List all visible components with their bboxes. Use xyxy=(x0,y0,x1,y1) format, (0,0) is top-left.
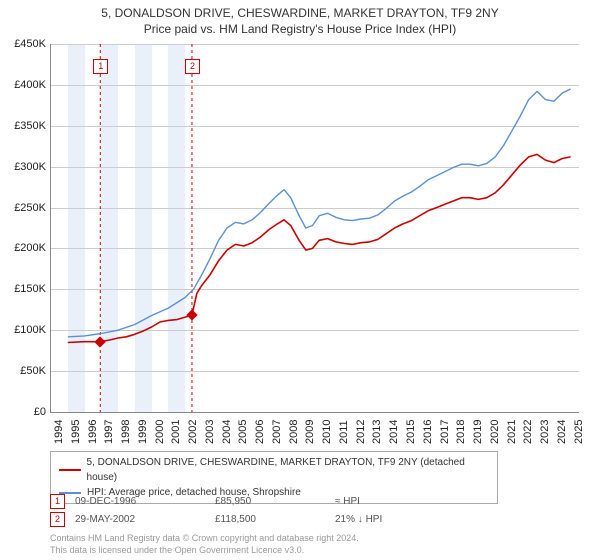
series-property xyxy=(68,154,571,342)
y-tick-label: £350K xyxy=(0,120,46,132)
y-tick-label: £50K xyxy=(0,365,46,377)
x-tick-label: 2018 xyxy=(455,420,467,444)
transaction-table: 1 09-DEC-1996 £85,950 ≈ HPI 2 29-MAY-200… xyxy=(50,492,558,528)
x-tick-label: 2006 xyxy=(254,420,266,444)
ref-marker-box: 2 xyxy=(185,59,200,74)
x-tick-label: 2015 xyxy=(405,420,417,444)
table-row: 2 29-MAY-2002 £118,500 21% ↓ HPI xyxy=(50,510,558,528)
series-hpi xyxy=(68,89,571,337)
x-tick-label: 1999 xyxy=(137,420,149,444)
tx-delta: 21% ↓ HPI xyxy=(335,514,445,525)
legend-label: 5, DONALDSON DRIVE, CHESWARDINE, MARKET … xyxy=(87,455,489,485)
x-tick-label: 2011 xyxy=(338,420,350,444)
x-tick-label: 2005 xyxy=(237,420,249,444)
line-layer xyxy=(51,44,579,412)
x-tick-label: 2009 xyxy=(304,420,316,444)
x-tick-label: 1998 xyxy=(120,420,132,444)
x-tick-label: 2010 xyxy=(321,420,333,444)
credit-line: Contains HM Land Registry data © Crown c… xyxy=(50,532,359,544)
x-tick-label: 2002 xyxy=(187,420,199,444)
tx-marker-icon: 2 xyxy=(50,512,65,527)
x-tick-label: 2019 xyxy=(472,420,484,444)
chart-subtitle: Price paid vs. HM Land Registry's House … xyxy=(0,22,600,36)
x-tick-label: 1994 xyxy=(53,420,65,444)
y-tick-label: £300K xyxy=(0,161,46,173)
x-tick-label: 2013 xyxy=(371,420,383,444)
credit-line: This data is licensed under the Open Gov… xyxy=(50,544,359,556)
y-tick-label: £100K xyxy=(0,324,46,336)
ref-marker-box: 1 xyxy=(93,59,108,74)
y-tick-label: £200K xyxy=(0,242,46,254)
tx-price: £118,500 xyxy=(215,514,325,525)
tx-date: 29-MAY-2002 xyxy=(75,514,205,525)
y-tick-label: £150K xyxy=(0,283,46,295)
y-tick-label: £250K xyxy=(0,202,46,214)
x-tick-label: 1997 xyxy=(103,420,115,444)
y-tick-label: £450K xyxy=(0,38,46,50)
x-tick-label: 2000 xyxy=(154,420,166,444)
x-tick-label: 2012 xyxy=(355,420,367,444)
y-tick-label: £0 xyxy=(0,406,46,418)
x-tick-label: 2017 xyxy=(439,420,451,444)
x-tick-label: 2004 xyxy=(221,420,233,444)
x-tick-label: 2023 xyxy=(539,420,551,444)
x-tick-label: 2014 xyxy=(388,420,400,444)
tx-marker-icon: 1 xyxy=(50,494,65,509)
tx-date: 09-DEC-1996 xyxy=(75,496,205,507)
x-tick-label: 2008 xyxy=(288,420,300,444)
legend-swatch xyxy=(59,469,81,471)
x-tick-label: 2022 xyxy=(522,420,534,444)
credits: Contains HM Land Registry data © Crown c… xyxy=(50,532,359,556)
y-tick-label: £400K xyxy=(0,79,46,91)
x-tick-label: 2020 xyxy=(489,420,501,444)
x-tick-label: 1995 xyxy=(70,420,82,444)
x-tick-label: 2001 xyxy=(170,420,182,444)
x-tick-label: 2007 xyxy=(271,420,283,444)
chart-container: { "title": "5, DONALDSON DRIVE, CHESWARD… xyxy=(0,0,600,560)
x-tick-label: 2024 xyxy=(556,420,568,444)
tx-price: £85,950 xyxy=(215,496,325,507)
tx-delta: ≈ HPI xyxy=(335,496,445,507)
x-tick-label: 2025 xyxy=(573,420,585,444)
table-row: 1 09-DEC-1996 £85,950 ≈ HPI xyxy=(50,492,558,510)
x-tick-label: 2021 xyxy=(506,420,518,444)
chart-title: 5, DONALDSON DRIVE, CHESWARDINE, MARKET … xyxy=(0,6,600,20)
x-tick-label: 1996 xyxy=(87,420,99,444)
x-tick-label: 2016 xyxy=(422,420,434,444)
plot-area: 12 xyxy=(50,44,579,413)
legend-item-property: 5, DONALDSON DRIVE, CHESWARDINE, MARKET … xyxy=(59,455,489,485)
x-tick-label: 2003 xyxy=(204,420,216,444)
